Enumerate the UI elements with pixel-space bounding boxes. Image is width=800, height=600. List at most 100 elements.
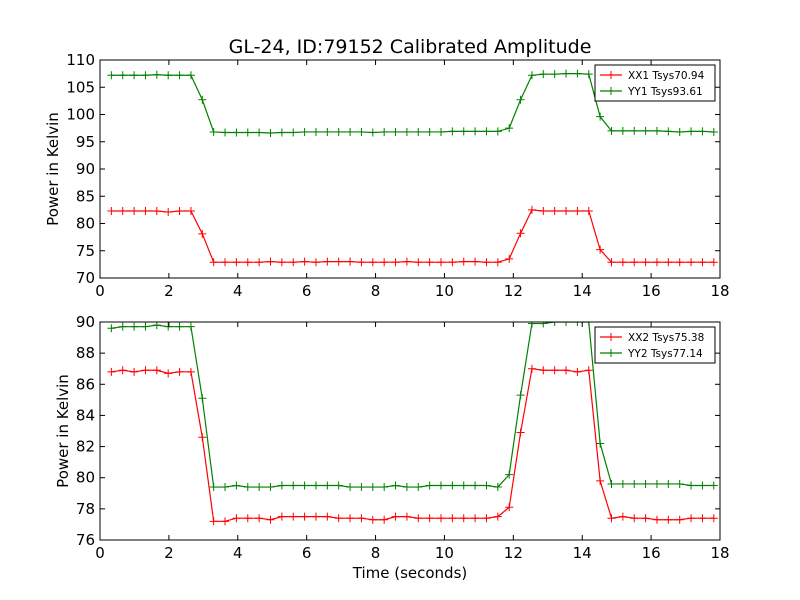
data-point-marker [346,514,355,523]
data-point-marker [459,257,468,266]
data-point-marker [664,258,673,267]
data-point-marker [539,322,548,328]
data-point-marker [516,229,525,238]
data-point-marker [527,364,536,373]
data-point-marker [482,127,491,136]
data-point-marker [584,322,593,326]
data-point-marker [675,479,684,488]
x-tick-label: 0 [95,282,105,300]
data-point-marker [709,481,718,490]
data-point-marker [641,258,650,267]
legend-label: YY2 Tsys77.14 [627,348,703,360]
y-tick-label: 80 [76,215,95,233]
data-point-marker [300,127,309,136]
data-point-marker [630,258,639,267]
data-point-marker [221,517,230,526]
data-point-marker [562,69,571,78]
x-tick-label: 6 [302,544,312,562]
legend-frame [594,64,716,102]
data-point-marker [152,70,161,79]
data-point-marker [198,394,207,403]
x-tick-label: 12 [504,282,523,300]
data-point-marker [368,258,377,267]
data-point-marker [300,257,309,266]
data-point-marker [573,322,582,326]
data-point-marker [175,206,184,215]
data-point-marker [471,481,480,490]
data-point-marker [221,483,230,492]
y-tick-label: 80 [76,469,95,487]
data-point-marker [243,258,252,267]
data-point-marker [266,515,275,524]
data-point-marker [380,258,389,267]
data-point-marker [459,514,468,523]
data-point-marker [527,322,536,328]
data-point-marker [221,258,230,267]
data-point-marker [687,258,696,267]
data-point-marker [641,514,650,523]
data-point-marker [323,512,332,521]
data-point-marker [437,258,445,267]
data-point-marker [584,70,593,79]
data-point-marker [209,517,218,526]
data-point-marker [687,481,696,490]
data-point-marker [346,483,355,492]
data-point-marker [243,483,252,492]
data-point-marker [277,481,286,490]
data-point-marker [675,258,684,267]
data-point-marker [391,481,400,490]
data-point-marker [391,512,400,521]
legend: XX1 Tsys70.94 YY1 Tsys93.61 [594,64,716,102]
legend-label: XX2 Tsys75.38 [628,332,704,344]
data-point-marker [652,126,661,135]
data-point-marker [573,69,582,78]
data-point-marker [698,514,707,523]
data-point-marker [630,479,639,488]
y-tick-label: 86 [76,375,95,393]
data-point-marker [311,127,320,136]
data-point-marker [141,71,150,80]
data-point-marker [698,127,707,136]
y-tick-label: 85 [76,187,95,205]
data-point-marker [311,512,320,521]
data-point-marker [425,514,434,523]
data-point-marker [277,128,286,137]
data-point-marker [607,126,616,135]
y-tick-label: 95 [76,133,95,151]
data-point-marker [175,322,184,331]
y-tick-label: 76 [76,531,95,549]
data-point-marker [164,71,173,80]
data-point-marker [130,206,139,215]
data-point-marker [516,391,525,400]
y-tick-label: 84 [76,406,95,424]
y-tick-label: 105 [66,78,95,96]
data-point-marker [414,514,423,523]
y-tick-label: 88 [76,344,95,362]
y-tick-label: 90 [76,160,95,178]
data-point-marker [471,127,480,136]
data-point-marker [493,258,502,267]
data-point-marker [448,258,457,267]
data-point-marker [232,258,241,267]
data-point-marker [198,95,207,104]
data-point-marker [289,258,298,267]
data-point-marker [539,206,548,215]
data-point-marker [607,258,616,267]
data-point-marker [675,127,684,136]
data-point-marker [186,71,195,80]
data-point-marker [402,127,411,136]
data-point-marker [311,258,320,267]
data-point-marker [323,481,332,490]
legend-swatch-marker [607,349,615,357]
y-tick-label: 100 [66,106,95,124]
data-point-marker [607,514,616,523]
data-point-marker [641,479,650,488]
data-point-marker [243,514,252,523]
data-point-marker [209,483,218,492]
data-point-marker [573,367,582,376]
legend-swatch-marker [607,87,615,95]
data-point-marker [334,257,343,266]
data-point-marker [664,515,673,524]
data-point-marker [482,514,491,523]
data-point-marker [266,257,275,266]
